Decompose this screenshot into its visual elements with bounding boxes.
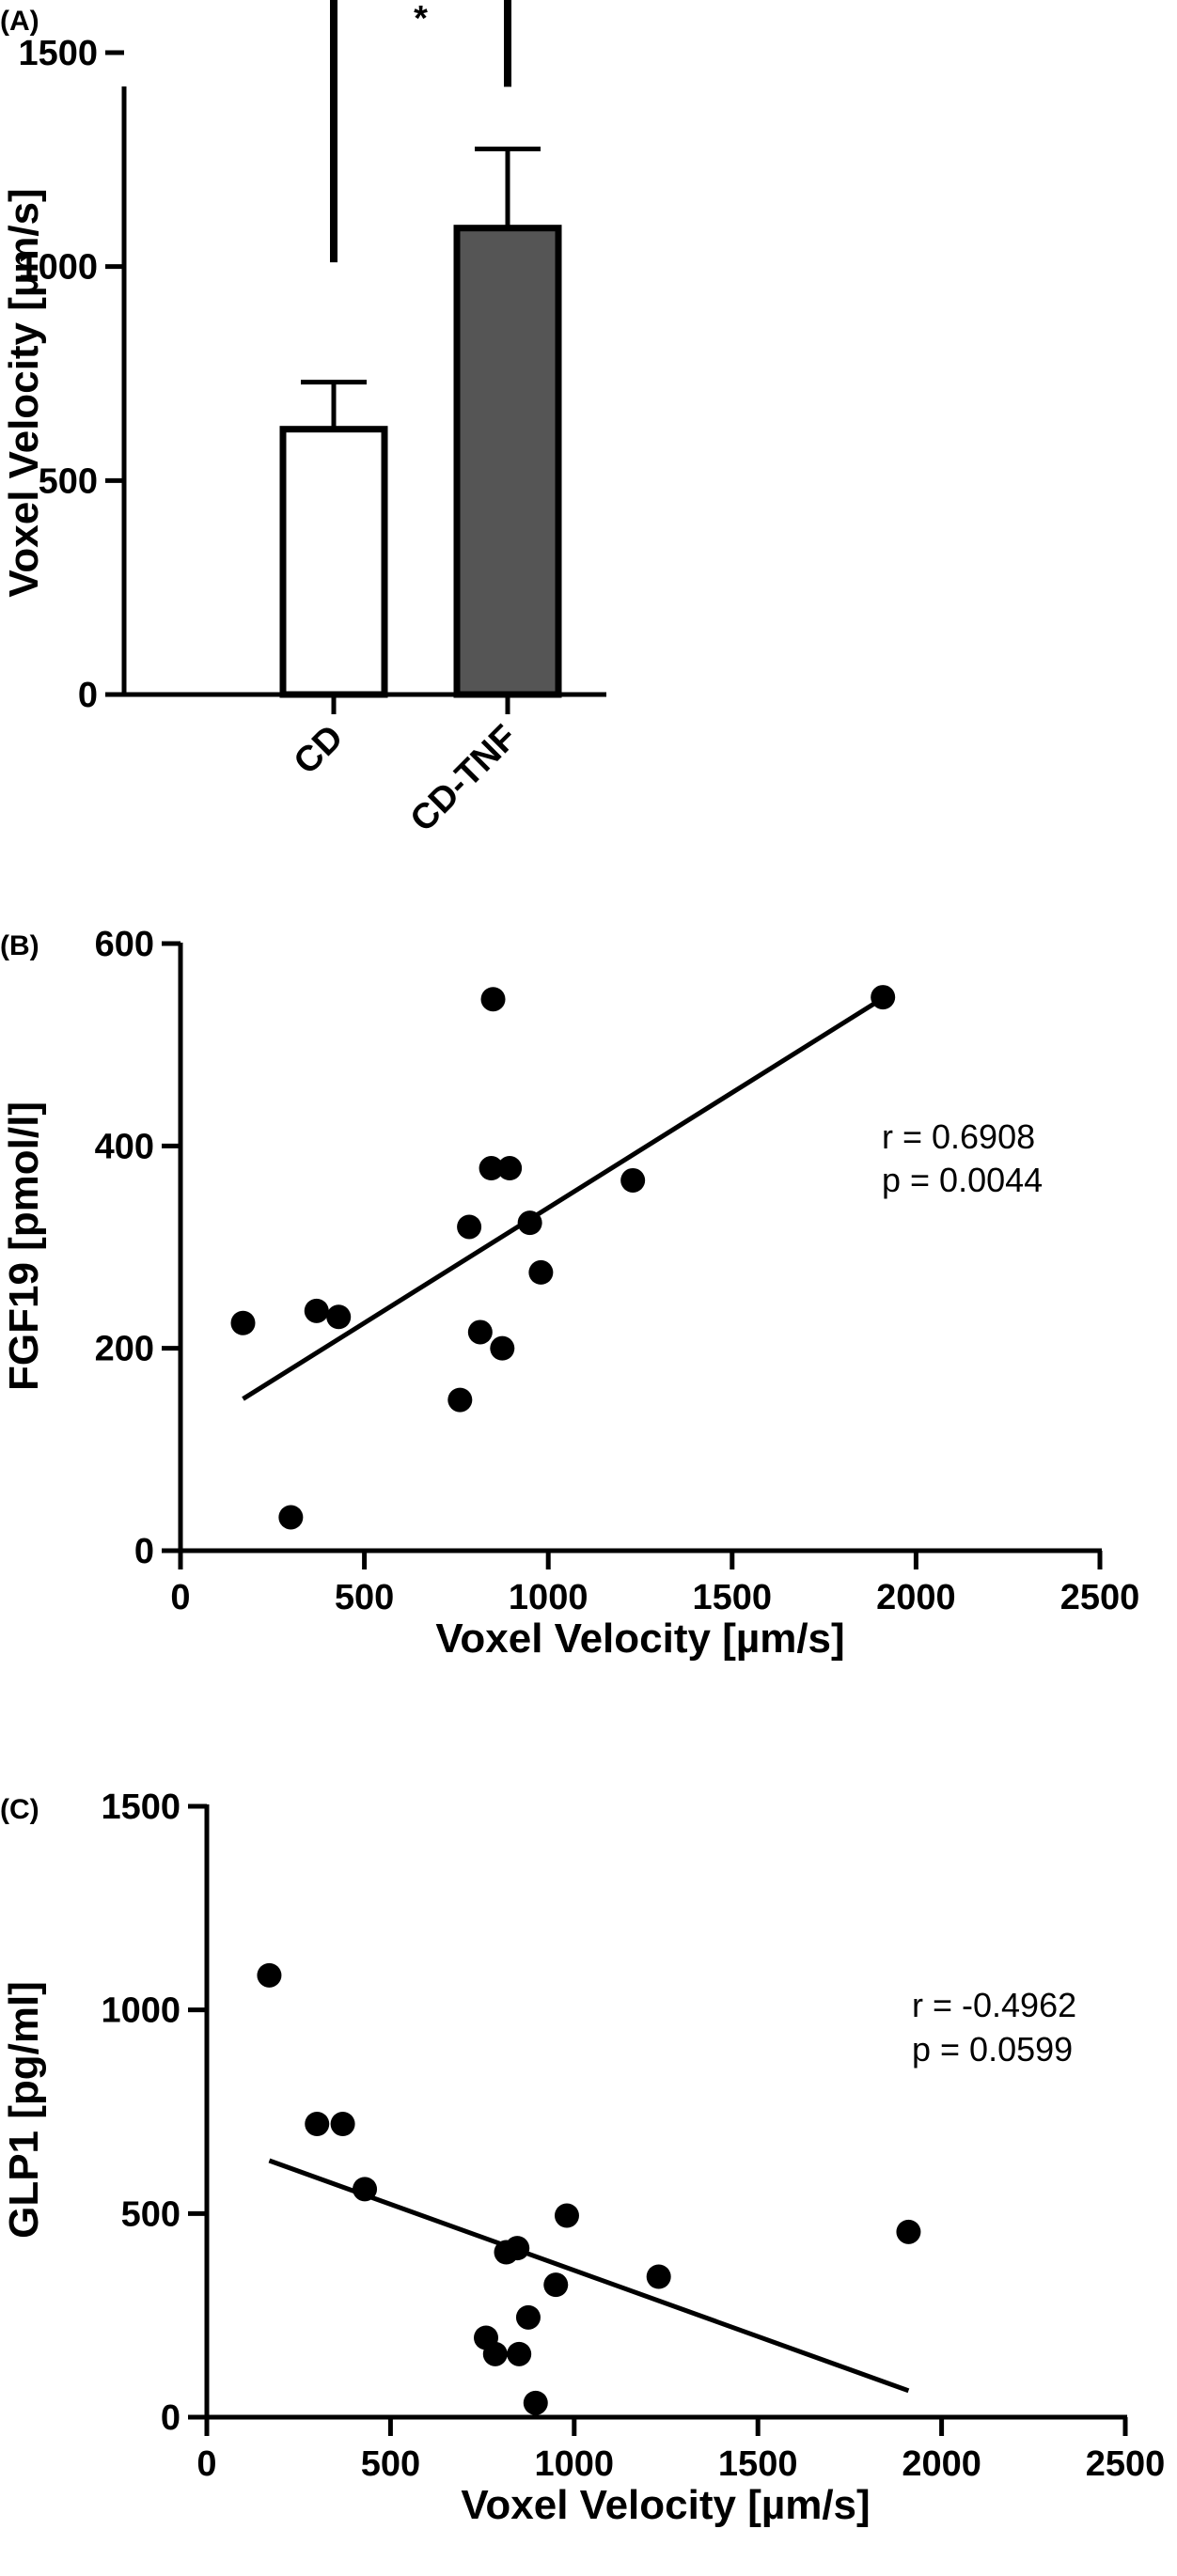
panel-b-x-tick-label: 0 (170, 1578, 190, 1617)
panel-b-data-point (230, 1310, 256, 1335)
panel-b-x-tick-label: 500 (335, 1578, 394, 1617)
panel-b-marks (230, 985, 896, 1530)
panel-b-scatter-chart: (B) 0 200 400 600 0 500 1000 1500 2000 2500 Voxe… (0, 925, 1139, 1662)
panel-b-data-point (467, 1319, 493, 1345)
panel-c-y-axis-title: GLP1 [pg/ml] (1, 1981, 47, 2239)
panel-c-r-value: r = -0.4962 (912, 1986, 1076, 2024)
panel-c-x-tick-label: 2500 (1086, 2444, 1166, 2484)
panel-c-data-point (505, 2236, 530, 2261)
panel-c-x-tick-label: 2000 (902, 2444, 981, 2484)
panel-c-data-point (646, 2264, 671, 2289)
panel-b-data-point (326, 1304, 352, 1330)
panel-c-data-point (515, 2304, 541, 2330)
panel-c-y-tick-label: 1000 (101, 1991, 180, 2031)
panel-b-y-axis-title: FGF19 [pmol/l] (1, 1101, 47, 1391)
panel-c-label: (C) (0, 1794, 39, 1825)
panel-b-data-point (871, 985, 896, 1010)
panel-c-scatter-chart: (C) 0 500 1000 1500 0 500 1000 1500 2000 2500 Vo… (0, 1788, 1165, 2528)
panel-b-y-tick-label: 200 (95, 1330, 154, 1369)
panel-c-data-point (257, 1962, 282, 1988)
panel-c-regression-line (268, 2158, 910, 2394)
panel-b-data-point (457, 1214, 482, 1240)
panel-b-data-point (517, 1210, 542, 1236)
panel-c-data-point (305, 2112, 330, 2136)
panel-c-data-point (482, 2341, 508, 2366)
panel-c-p-value: p = 0.0599 (912, 2030, 1073, 2069)
panel-a-x-ticks: CD CD-TNF (287, 695, 526, 840)
panel-b-x-tick-label: 2500 (1060, 1578, 1140, 1617)
panel-b-p-value: p = 0.0044 (882, 1161, 1043, 1199)
panel-b-x-tick-label: 2000 (876, 1578, 956, 1617)
significance-star: * (414, 0, 428, 39)
panel-c-x-axis-title: Voxel Velocity [µm/s] (461, 2482, 870, 2528)
panel-a-x-tick-label: CD-TNF (403, 718, 526, 840)
panel-c-x-tick-label: 1000 (535, 2444, 615, 2484)
panel-a-y-axis-title: Voxel Velocity [µm/s] (1, 188, 47, 597)
panel-a-y-tick-label: 0 (78, 676, 98, 715)
panel-b-r-value: r = 0.6908 (882, 1117, 1035, 1156)
panel-b-x-axis-title: Voxel Velocity [µm/s] (435, 1616, 844, 1662)
panel-c-data-point (523, 2390, 548, 2415)
panel-a-x-tick-label: CD (287, 718, 352, 783)
panel-b-y-tick-label: 600 (95, 925, 154, 964)
panel-b-label: (B) (0, 930, 39, 961)
panel-c-data-point (507, 2341, 532, 2366)
panel-a-marks: * (279, 0, 562, 698)
bar-CD (279, 426, 388, 698)
panel-b-y-tick-label: 0 (134, 1532, 154, 1571)
panel-b-data-point (479, 1156, 504, 1181)
panel-c-data-point (896, 2219, 921, 2244)
panel-b-data-point (480, 987, 506, 1012)
panel-a-y-tick-label: 500 (39, 461, 98, 501)
panel-b-data-point (278, 1505, 304, 1530)
panel-c-data-point (543, 2272, 569, 2298)
panel-b-data-point (528, 1259, 554, 1285)
panel-b-data-point (620, 1167, 646, 1193)
panel-c-x-ticks: 0 500 1000 1500 2000 2500 (196, 2417, 1165, 2484)
panel-a-bar-chart: (A) * 0 500 1000 1500 CD CD-TNF Voxel Veloci… (0, 0, 606, 839)
panel-b-data-point (304, 1298, 329, 1323)
panel-b-x-tick-label: 1000 (509, 1578, 588, 1617)
panel-b-y-tick-label: 400 (95, 1127, 154, 1166)
panel-b-data-point (490, 1335, 515, 1361)
panel-b-y-ticks: 0 200 400 600 (95, 925, 180, 1571)
significance-bracket (330, 0, 511, 263)
panel-c-data-point (330, 2112, 355, 2136)
panel-c-x-tick-label: 1500 (718, 2444, 798, 2484)
panel-c-data-point (554, 2203, 579, 2228)
panel-b-x-ticks: 0 500 1000 1500 2000 2500 (170, 1551, 1139, 1617)
panel-a-y-ticks: 0 500 1000 1500 (18, 34, 124, 715)
panel-a-y-tick-label: 1000 (18, 248, 98, 288)
panel-c-y-tick-label: 500 (121, 2194, 180, 2234)
panel-c-x-tick-label: 0 (196, 2444, 216, 2484)
panel-b-data-point (497, 1156, 523, 1181)
panel-b-regression-line (242, 996, 885, 1401)
panel-c-marks (257, 1962, 921, 2415)
panel-c-y-ticks: 0 500 1000 1500 (101, 1788, 207, 2438)
panel-c-y-tick-label: 0 (161, 2398, 180, 2438)
bar-CD-TNF (453, 225, 562, 698)
panel-c-data-point (353, 2177, 378, 2202)
panel-c-x-tick-label: 500 (361, 2444, 420, 2484)
panel-a-label: (A) (0, 6, 39, 37)
panel-a-y-tick-label: 1500 (18, 34, 98, 73)
panel-b-x-tick-label: 1500 (693, 1578, 773, 1617)
panel-c-y-tick-label: 1500 (101, 1788, 180, 1827)
panel-b-data-point (447, 1387, 473, 1413)
